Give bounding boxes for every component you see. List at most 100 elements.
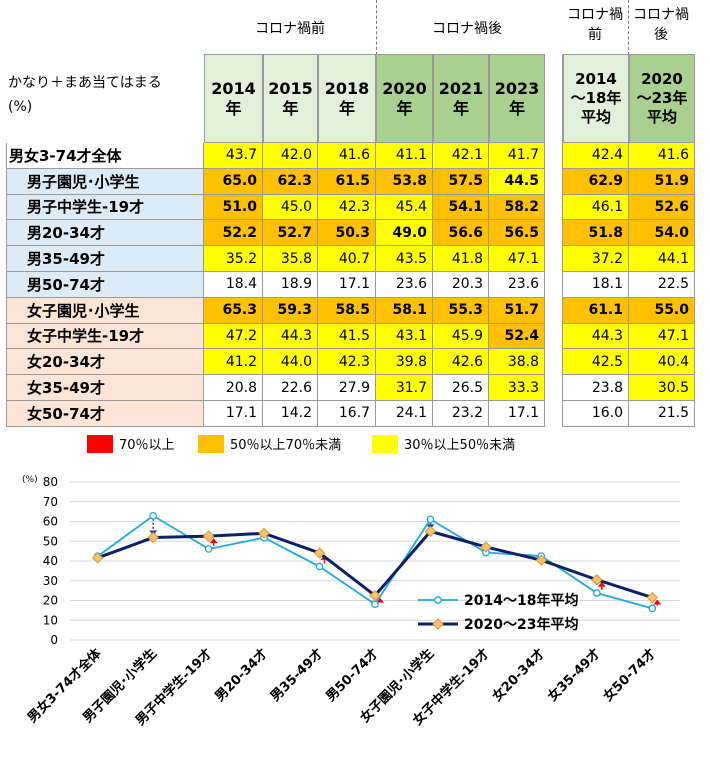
table-cell: 39.8 bbox=[376, 349, 433, 376]
year-header: 2020 年 bbox=[376, 54, 433, 143]
data-point bbox=[426, 515, 435, 524]
table-cell: 53.8 bbox=[376, 168, 433, 195]
table-cell: 51.0 bbox=[204, 194, 263, 221]
avg-cell: 46.1 bbox=[563, 194, 629, 221]
row-label: 女子園児･小学生 bbox=[6, 297, 204, 324]
table-cell: 23.2 bbox=[433, 401, 489, 427]
table-cell: 54.1 bbox=[433, 194, 489, 221]
avg-cell: 37.2 bbox=[563, 246, 629, 272]
table-cell: 41.2 bbox=[204, 349, 263, 376]
legend-label: 30％以上50％未満 bbox=[404, 438, 516, 453]
table-cell: 65.0 bbox=[204, 168, 263, 195]
table-cell: 41.5 bbox=[318, 323, 376, 350]
table-cell: 45.4 bbox=[376, 194, 433, 221]
table-cell: 18.9 bbox=[263, 272, 318, 298]
year-header: 2015 年 bbox=[263, 54, 318, 143]
y-tick-label: 40 bbox=[43, 554, 58, 568]
table-cell: 41.8 bbox=[433, 246, 489, 272]
avg-cell: 61.1 bbox=[563, 297, 629, 324]
table-cell: 18.4 bbox=[204, 272, 263, 298]
table-cell: 59.3 bbox=[263, 297, 318, 324]
table-cell: 20.3 bbox=[433, 272, 489, 298]
avg-cell: 55.0 bbox=[629, 297, 695, 324]
x-tick-label: 男35-49才 bbox=[267, 646, 326, 705]
data-point bbox=[149, 511, 158, 520]
table-cell: 23.6 bbox=[489, 272, 545, 298]
group-label-before: コロナ禍前 bbox=[255, 21, 325, 37]
avg-cell: 54.0 bbox=[629, 220, 695, 247]
table-cell: 45.9 bbox=[433, 323, 489, 350]
table-cell: 65.3 bbox=[204, 297, 263, 324]
avg-cell: 41.6 bbox=[629, 143, 695, 169]
table-cell: 41.7 bbox=[489, 143, 545, 169]
data-point bbox=[648, 604, 657, 613]
data-point bbox=[480, 541, 492, 553]
avg-cell: 52.6 bbox=[629, 194, 695, 221]
group-label-after: コロナ禍後 bbox=[432, 21, 502, 37]
table-cell: 51.7 bbox=[489, 297, 545, 324]
table-cell: 42.6 bbox=[433, 349, 489, 376]
y-tick-label: 30 bbox=[43, 574, 58, 588]
avg-cell: 42.4 bbox=[563, 143, 629, 169]
legend-label: 70％以上 bbox=[119, 438, 175, 453]
table-cell: 44.0 bbox=[263, 349, 318, 376]
table-cell: 14.2 bbox=[263, 401, 318, 427]
legend-label: 50％以上70％未満 bbox=[230, 438, 342, 453]
table-cell: 42.3 bbox=[318, 194, 376, 221]
table-cell: 23.6 bbox=[376, 272, 433, 298]
y-unit-label: (%) bbox=[22, 475, 38, 485]
legend-swatch bbox=[372, 434, 398, 453]
change-arrowhead bbox=[209, 538, 218, 544]
avg-cell: 22.5 bbox=[629, 272, 695, 298]
y-tick-label: 10 bbox=[43, 613, 58, 627]
avg-cell: 42.5 bbox=[563, 349, 629, 376]
group-label-before-avg: コロナ禍 前 bbox=[567, 7, 623, 43]
table-cell: 52.7 bbox=[263, 220, 318, 247]
y-tick-label: 60 bbox=[43, 515, 58, 529]
table-cell: 35.8 bbox=[263, 246, 318, 272]
legend-marker bbox=[434, 596, 442, 604]
row-label: 男20-34才 bbox=[6, 220, 204, 247]
avg-cell: 47.1 bbox=[629, 323, 695, 350]
year-header: 2023 年 bbox=[489, 54, 545, 143]
avg-cell: 51.9 bbox=[629, 168, 695, 195]
change-arrowhead bbox=[653, 599, 662, 605]
avg-cell: 40.4 bbox=[629, 349, 695, 376]
table-cell: 56.6 bbox=[433, 220, 489, 247]
table-cell: 44.3 bbox=[263, 323, 318, 350]
line-chart: (%)01020304050607080男女3-74才全体男子園児･小学生男子中… bbox=[22, 475, 680, 729]
avg-cell: 44.3 bbox=[563, 323, 629, 350]
table-cell: 52.4 bbox=[489, 323, 545, 350]
table-cell: 26.5 bbox=[433, 375, 489, 401]
row-label: 男子園児･小学生 bbox=[6, 168, 204, 195]
avg-cell: 30.5 bbox=[629, 375, 695, 401]
y-tick-label: 70 bbox=[43, 495, 58, 509]
table-cell: 35.2 bbox=[204, 246, 263, 272]
data-point bbox=[592, 589, 601, 597]
y-tick-label: 0 bbox=[50, 633, 58, 647]
legend-label: 2014～18年平均 bbox=[464, 592, 578, 609]
table-cell: 27.9 bbox=[318, 375, 376, 401]
corner-label: かなり＋まあ当てはまる (%) bbox=[8, 75, 162, 115]
table-cell: 17.1 bbox=[489, 401, 545, 427]
data-point bbox=[258, 527, 270, 540]
legend-swatch bbox=[198, 434, 224, 453]
x-tick-label: 女20-34才 bbox=[489, 646, 548, 705]
avg-header: 2020 ～23年 平均 bbox=[629, 54, 695, 143]
data-point bbox=[424, 525, 437, 538]
divider-dashed-2 bbox=[628, 0, 629, 55]
data-point bbox=[204, 545, 213, 553]
y-tick-label: 80 bbox=[43, 475, 58, 489]
avg-cell: 18.1 bbox=[563, 272, 629, 298]
table-cell: 20.8 bbox=[204, 375, 263, 401]
table-cell: 33.3 bbox=[489, 375, 545, 401]
data-point bbox=[147, 531, 159, 544]
row-label: 女20-34才 bbox=[6, 349, 204, 376]
data-point bbox=[371, 600, 379, 609]
table-cell: 58.2 bbox=[489, 194, 545, 221]
table-cell: 22.6 bbox=[263, 375, 318, 401]
table-cell: 42.3 bbox=[318, 349, 376, 376]
avg-border-left bbox=[562, 54, 563, 427]
table-cell: 24.1 bbox=[376, 401, 433, 427]
divider-dashed-1 bbox=[376, 0, 377, 55]
